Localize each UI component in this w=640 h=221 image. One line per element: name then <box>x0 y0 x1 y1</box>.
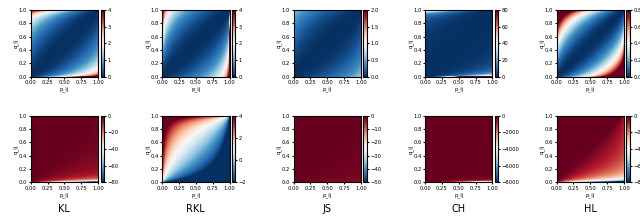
X-axis label: p_ij: p_ij <box>60 87 69 92</box>
Y-axis label: q_ij: q_ij <box>276 144 282 154</box>
Y-axis label: q_ij: q_ij <box>539 144 545 154</box>
Y-axis label: q_ij: q_ij <box>145 39 150 48</box>
X-axis label: p_ij: p_ij <box>454 192 463 198</box>
Y-axis label: q_ij: q_ij <box>13 144 19 154</box>
Y-axis label: q_ij: q_ij <box>408 39 413 48</box>
X-axis label: p_ij: p_ij <box>586 87 595 92</box>
Text: JS: JS <box>323 204 332 214</box>
Y-axis label: q_ij: q_ij <box>276 39 282 48</box>
Y-axis label: q_ij: q_ij <box>13 39 19 48</box>
X-axis label: p_ij: p_ij <box>323 87 332 92</box>
Text: RKL: RKL <box>186 204 205 214</box>
Y-axis label: q_ij: q_ij <box>408 144 413 154</box>
Y-axis label: q_ij: q_ij <box>145 144 150 154</box>
Text: KL: KL <box>58 204 70 214</box>
X-axis label: p_ij: p_ij <box>454 87 463 92</box>
Text: CH: CH <box>452 204 466 214</box>
X-axis label: p_ij: p_ij <box>191 192 200 198</box>
Y-axis label: q_ij: q_ij <box>539 39 545 48</box>
X-axis label: p_ij: p_ij <box>60 192 69 198</box>
X-axis label: p_ij: p_ij <box>323 192 332 198</box>
Text: HL: HL <box>584 204 596 214</box>
X-axis label: p_ij: p_ij <box>191 87 200 92</box>
X-axis label: p_ij: p_ij <box>586 192 595 198</box>
